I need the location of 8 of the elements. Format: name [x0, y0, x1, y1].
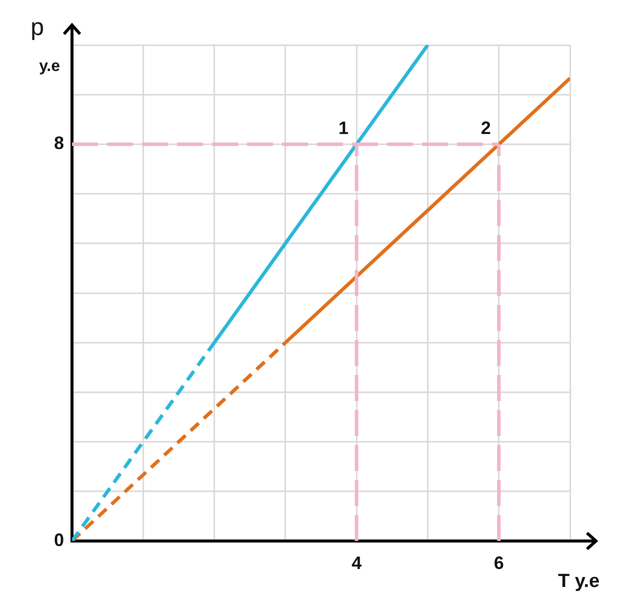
- annotation: 1: [338, 118, 349, 138]
- y-tick-label: 0: [54, 530, 64, 550]
- x-axis-title: T у.е: [558, 571, 600, 592]
- x-tick-label: 4: [352, 552, 362, 573]
- y-tick-label: 8: [54, 133, 64, 154]
- y-axis-title: p у.е: [30, 14, 60, 75]
- annotation: 2: [480, 118, 491, 138]
- x-tick-label: 6: [494, 552, 504, 573]
